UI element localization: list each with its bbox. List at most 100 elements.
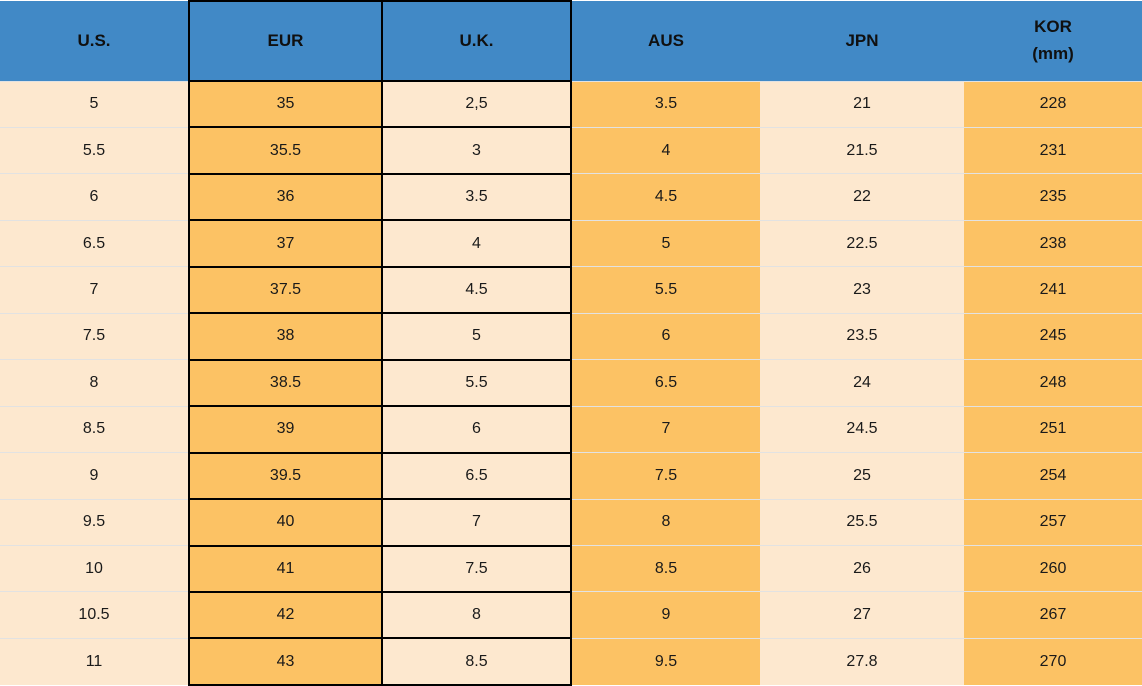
column-header-jpn: JPN (760, 1, 964, 81)
table-cell: 35.5 (188, 126, 383, 175)
table-cell: 6 (0, 173, 189, 221)
table-cell: 24.5 (760, 405, 964, 453)
column-header-eur: EUR (188, 0, 383, 82)
table-row: 5.5 35.5 3 4 21.5 231 (0, 126, 1142, 175)
table-cell: 6.5 (571, 359, 760, 407)
column-header-uk: U.K. (381, 0, 572, 82)
table-cell: 24 (760, 359, 964, 407)
table-cell: 9.5 (0, 498, 189, 546)
table-cell: 39 (188, 405, 383, 454)
table-cell: 8 (571, 498, 760, 546)
table-cell: 25.5 (760, 498, 964, 546)
table-cell: 21.5 (760, 126, 964, 174)
table-cell: 9.5 (571, 637, 760, 685)
table-cell: 37 (188, 219, 383, 268)
table-cell: 10.5 (0, 591, 189, 639)
table-cell: 10 (0, 545, 189, 592)
table-cell: 260 (964, 545, 1142, 592)
table-cell: 4.5 (381, 265, 572, 315)
table-cell: 3.5 (381, 172, 572, 222)
table-cell: 6 (381, 405, 572, 454)
table-cell: 5 (0, 80, 189, 128)
table-cell: 8.5 (381, 637, 572, 686)
table-cell: 27.8 (760, 637, 964, 685)
table-cell: 39.5 (188, 451, 383, 501)
table-cell: 5 (381, 312, 572, 361)
table-cell: 23 (760, 266, 964, 314)
table-cell: 238 (964, 219, 1142, 267)
table-row: 6.5 37 4 5 22.5 238 (0, 219, 1142, 268)
table-row: 10.5 42 8 9 27 267 (0, 590, 1142, 640)
table-row: 8.5 39 6 7 24.5 251 (0, 405, 1142, 454)
table-cell: 228 (964, 80, 1142, 128)
table-cell: 5.5 (0, 126, 189, 174)
column-header-aus: AUS (571, 1, 760, 81)
table-row: 10 41 7.5 8.5 26 260 (0, 544, 1142, 593)
table-cell: 3 (381, 126, 572, 175)
table-cell: 22.5 (760, 219, 964, 267)
table-cell: 41 (188, 544, 383, 593)
column-header-eur-label: EUR (267, 30, 304, 50)
table-cell: 5.5 (571, 266, 760, 314)
table-cell: 22 (760, 173, 964, 221)
table-cell: 7.5 (571, 452, 760, 500)
column-header-uk-label: U.K. (459, 30, 494, 50)
table-row: 6 36 3.5 4.5 22 235 (0, 172, 1142, 222)
column-header-us: U.S. (0, 1, 189, 81)
table-cell: 235 (964, 173, 1142, 221)
table-row: 9.5 40 7 8 25.5 257 (0, 498, 1142, 547)
table-cell: 8 (0, 359, 189, 407)
column-header-aus-label: AUS (648, 30, 684, 50)
table-row: 7.5 38 5 6 23.5 245 (0, 312, 1142, 361)
table-cell: 36 (188, 172, 383, 222)
header-row: U.S. EUR U.K. AUS JPN KOR (mm) (0, 0, 1142, 82)
table-cell: 7 (0, 266, 189, 314)
table-cell: 231 (964, 126, 1142, 174)
table-cell: 35 (188, 79, 383, 129)
table-cell: 38 (188, 312, 383, 361)
table-cell: 257 (964, 498, 1142, 546)
table-cell: 6.5 (381, 451, 572, 501)
table-cell: 7 (571, 405, 760, 453)
table-cell: 2,5 (381, 79, 572, 129)
table-row: 7 37.5 4.5 5.5 23 241 (0, 265, 1142, 315)
column-header-us-label: U.S. (77, 30, 111, 50)
table-cell: 241 (964, 266, 1142, 314)
table-cell: 3.5 (571, 80, 760, 128)
table-cell: 8 (381, 590, 572, 640)
table-cell: 4.5 (571, 173, 760, 221)
table-cell: 11 (0, 637, 189, 685)
table-cell: 5 (571, 219, 760, 267)
table-cell: 245 (964, 312, 1142, 360)
table-cell: 9 (571, 591, 760, 639)
table-cell: 8.5 (0, 405, 189, 453)
table-cell: 8.5 (571, 545, 760, 592)
table-cell: 7.5 (381, 544, 572, 593)
table-cell: 40 (188, 498, 383, 547)
table-cell: 9 (0, 452, 189, 500)
table-cell: 25 (760, 452, 964, 500)
table-cell: 37.5 (188, 265, 383, 315)
table-cell: 21 (760, 80, 964, 128)
table-cell: 6 (571, 312, 760, 360)
table-row: 5 35 2,5 3.5 21 228 (0, 79, 1142, 129)
table-cell: 7.5 (0, 312, 189, 360)
table-cell: 7 (381, 498, 572, 547)
table-cell: 5.5 (381, 358, 572, 408)
table-row: 8 38.5 5.5 6.5 24 248 (0, 358, 1142, 408)
table-cell: 254 (964, 452, 1142, 500)
table-cell: 38.5 (188, 358, 383, 408)
table-cell: 248 (964, 359, 1142, 407)
table-row: 11 43 8.5 9.5 27.8 270 (0, 637, 1142, 686)
table-row: 9 39.5 6.5 7.5 25 254 (0, 451, 1142, 501)
table-cell: 270 (964, 637, 1142, 685)
column-header-kor: KOR (mm) (964, 1, 1142, 81)
table-cell: 4 (381, 219, 572, 268)
table-cell: 23.5 (760, 312, 964, 360)
table-cell: 6.5 (0, 219, 189, 267)
table-cell: 4 (571, 126, 760, 174)
table-cell: 27 (760, 591, 964, 639)
column-header-kor-label: KOR (1034, 17, 1072, 37)
column-header-kor-unit: (mm) (1032, 43, 1074, 63)
